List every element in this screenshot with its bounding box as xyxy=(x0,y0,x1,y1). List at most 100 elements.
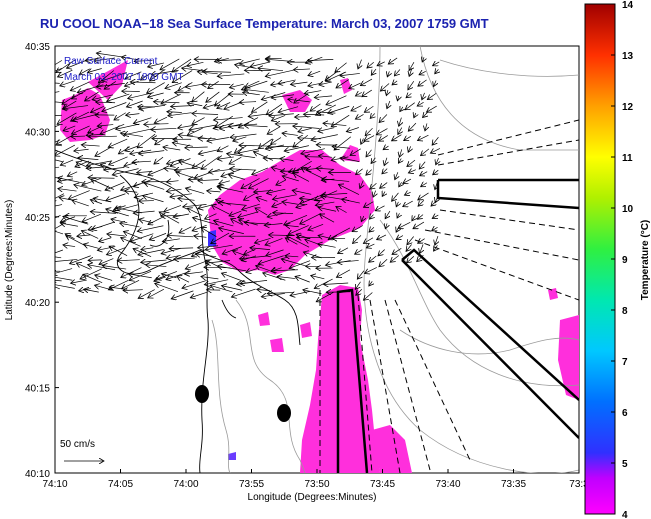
current-vector xyxy=(197,72,218,74)
colorbar-tick-label: 10 xyxy=(622,204,634,215)
current-vector xyxy=(70,255,91,264)
current-vector xyxy=(370,182,377,189)
current-vector xyxy=(55,67,63,72)
current-vector xyxy=(166,181,179,182)
current-vector xyxy=(161,274,177,279)
colorbar-label: Temperature (°C) xyxy=(640,220,651,301)
current-vector xyxy=(364,105,374,112)
current-vector xyxy=(355,250,363,255)
current-vector xyxy=(371,68,376,75)
current-vector xyxy=(179,226,192,233)
y-tick-label: 40:25 xyxy=(25,213,50,224)
current-vector xyxy=(104,167,125,169)
current-vector xyxy=(375,205,385,211)
current-vector xyxy=(55,101,65,104)
current-vector xyxy=(151,69,179,74)
current-vector xyxy=(208,169,231,172)
current-vector xyxy=(241,178,260,188)
box-east xyxy=(436,178,579,210)
current-vector xyxy=(289,260,311,269)
current-vector xyxy=(292,190,312,195)
current-vector xyxy=(228,124,258,126)
current-vector xyxy=(148,62,165,67)
current-vector xyxy=(426,105,437,112)
current-vector xyxy=(378,249,385,256)
current-vector xyxy=(367,61,374,68)
current-vector xyxy=(316,168,335,169)
current-vector xyxy=(174,168,194,171)
current-vector xyxy=(239,58,260,64)
current-vector xyxy=(263,158,281,159)
colorbar-tick-label: 6 xyxy=(622,408,628,419)
sst-patch-n2 xyxy=(340,78,352,94)
current-vector xyxy=(108,138,128,147)
current-vector xyxy=(107,93,130,101)
current-vector xyxy=(167,235,194,236)
current-vector xyxy=(77,235,91,236)
current-vector xyxy=(332,146,350,148)
box-south xyxy=(336,288,369,473)
current-vector xyxy=(145,265,167,267)
current-vector xyxy=(382,192,385,197)
current-vector xyxy=(432,227,438,231)
colorbar-tick-label: 5 xyxy=(622,459,628,470)
x-axis-label: Longitude (Degrees:Minutes) xyxy=(248,492,377,503)
current-vector xyxy=(121,238,141,247)
current-vector xyxy=(217,59,242,60)
current-vector xyxy=(364,201,374,208)
current-vector xyxy=(432,137,439,145)
current-vector xyxy=(366,244,375,248)
current-vector xyxy=(245,80,260,87)
current-vector xyxy=(249,178,269,189)
current-vector xyxy=(248,114,268,116)
current-vector xyxy=(388,57,398,64)
current-vector xyxy=(153,102,180,103)
current-vector xyxy=(436,157,439,165)
x-tick-label: 74:10 xyxy=(42,479,67,490)
current-vector xyxy=(285,225,299,226)
current-vector xyxy=(125,191,138,192)
current-vector xyxy=(160,58,180,70)
current-vector xyxy=(198,149,220,155)
current-vector xyxy=(230,133,257,137)
current-vector xyxy=(143,196,164,203)
current-vector xyxy=(303,290,322,295)
current-vector xyxy=(125,145,138,151)
current-vector xyxy=(102,102,127,111)
current-vector xyxy=(254,237,271,243)
current-vector xyxy=(355,114,364,119)
current-vector xyxy=(128,274,152,279)
current-vector xyxy=(355,92,362,96)
current-vector xyxy=(277,277,296,279)
current-vector xyxy=(290,82,308,84)
current-vector xyxy=(423,112,428,117)
current-vector xyxy=(74,185,102,192)
current-vector xyxy=(271,95,295,98)
current-vector xyxy=(154,116,168,123)
current-vector xyxy=(271,137,282,145)
x-tick-label: 73:3 xyxy=(569,479,589,490)
current-vector xyxy=(322,179,350,182)
current-vector xyxy=(398,127,402,135)
current-vector xyxy=(93,198,112,202)
current-vector xyxy=(60,159,74,165)
current-vector xyxy=(407,159,416,166)
sst-patch-s5 xyxy=(300,322,312,338)
current-vector xyxy=(369,255,377,262)
current-vector xyxy=(310,103,321,111)
current-vector xyxy=(96,102,116,103)
current-vector xyxy=(230,169,257,170)
sst-patch-east2 xyxy=(548,288,558,300)
current-vector xyxy=(208,81,219,88)
current-vector xyxy=(148,92,164,97)
current-vector xyxy=(55,91,60,93)
current-vector xyxy=(266,249,284,256)
current-vector xyxy=(431,201,436,206)
current-vector xyxy=(97,125,114,127)
current-vector xyxy=(205,213,217,219)
current-vector xyxy=(328,105,350,113)
current-vector xyxy=(137,225,164,232)
current-vector xyxy=(412,216,415,221)
current-vector xyxy=(404,136,411,140)
current-vector xyxy=(413,221,425,229)
